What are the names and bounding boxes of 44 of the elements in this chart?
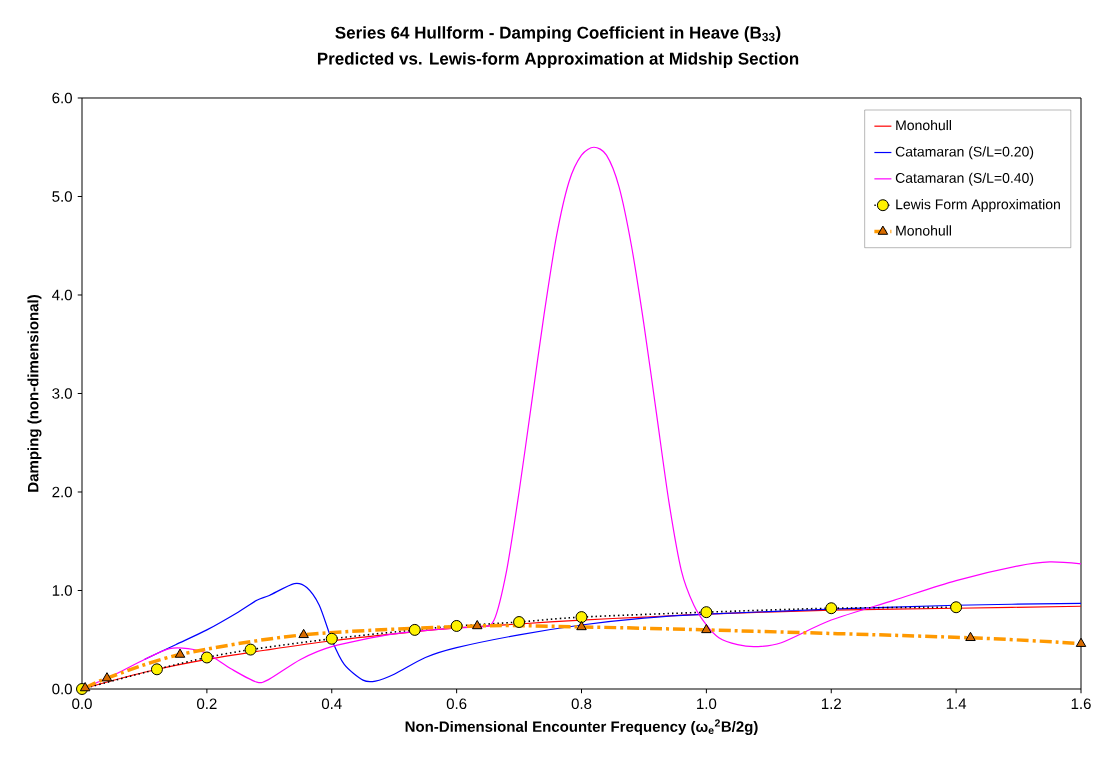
y-tick-label: 4.0	[52, 289, 72, 301]
y-tick-label: 5.0	[52, 191, 72, 202]
point	[513, 616, 526, 628]
point	[471, 619, 483, 630]
point	[325, 632, 338, 645]
point	[965, 631, 976, 642]
point	[700, 606, 713, 619]
point	[575, 611, 588, 624]
point	[408, 623, 421, 636]
y-tick-label: 1.0	[52, 585, 72, 596]
y-tick-label: 3.0	[52, 388, 72, 399]
x-tick-label: 0.8	[571, 698, 592, 710]
point	[200, 651, 213, 664]
y-tick-label: 6.0	[52, 92, 72, 104]
point	[1075, 637, 1087, 647]
legend-label: Catamaran (S/L=0.40)	[895, 172, 1034, 186]
point	[101, 672, 113, 682]
point	[298, 628, 309, 639]
x-tick-label: 0.2	[197, 698, 217, 710]
point	[701, 623, 712, 634]
x-tick-label: 1.4	[946, 698, 967, 709]
x-tick-label: 0.0	[72, 698, 92, 710]
x-tick-label: 1.6	[1071, 698, 1091, 710]
x-tick-label: 0.4	[321, 698, 342, 710]
y-tick-label: 2.0	[52, 486, 72, 498]
chart-title: Series 64 Hullform - Damping Coefficient in Heave (B$_{33}$)	[335, 26, 781, 43]
x-axis-title: Non-Dimensional Encounter Frequency (ω$_{e}$$^{2}$B/2g)	[405, 719, 758, 735]
y-axis-title: Damping (non-dimensional)	[27, 295, 42, 492]
legend-label: Monohull	[896, 119, 951, 131]
point	[825, 602, 838, 615]
x-tick-label: 1.0	[697, 698, 717, 710]
legend-label: Monohull	[896, 225, 951, 236]
point	[576, 620, 587, 631]
legend-label: Lewis Form Approximation	[896, 199, 1060, 213]
point	[174, 648, 186, 658]
point	[150, 663, 163, 676]
legend-label: Catamaran (S/L=0.20)	[895, 146, 1034, 160]
x-tick-label: 0.6	[446, 698, 467, 710]
y-tick-label: 0.0	[52, 683, 72, 695]
point	[244, 643, 257, 656]
x-tick-label: 1.2	[821, 698, 841, 709]
point	[450, 619, 463, 632]
chart-subtitle: Predicted vs. Lewis-form Approximation at Midship Section	[317, 52, 799, 69]
point	[950, 601, 963, 614]
